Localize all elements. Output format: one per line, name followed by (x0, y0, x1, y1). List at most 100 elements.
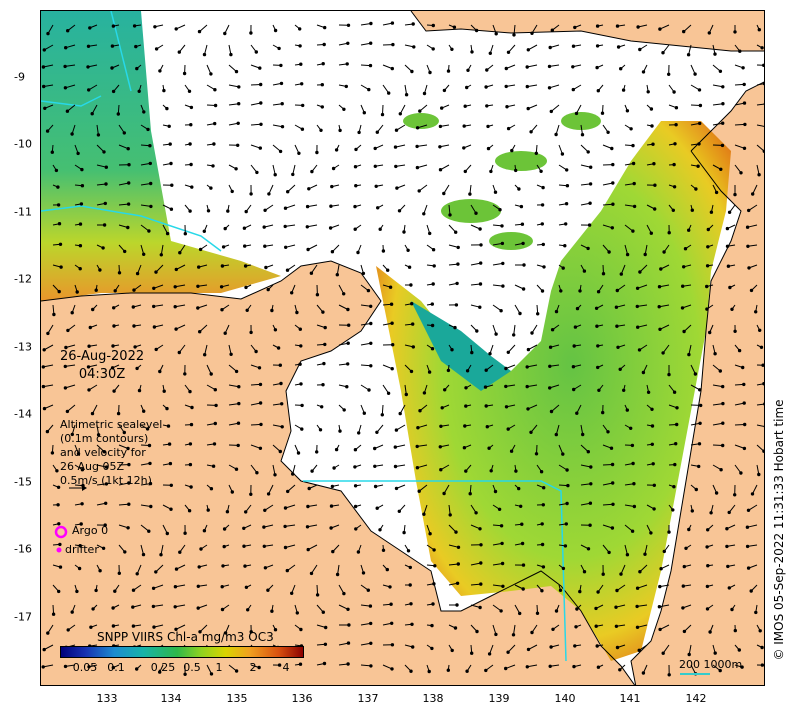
velocity-arrow-head (394, 428, 399, 432)
x-tick-label: 137 (357, 692, 379, 705)
velocity-arrow-head (641, 70, 646, 74)
velocity-arrow-head (202, 229, 207, 234)
velocity-arrow-head (560, 152, 565, 156)
velocity-arrow-head (672, 162, 676, 167)
velocity-arrow-head (397, 209, 402, 213)
velocity-arrow-head (465, 85, 469, 90)
velocity-arrow-head (493, 489, 498, 494)
velocity-arrow-head (456, 545, 461, 549)
legend-line: and velocity for (60, 446, 146, 459)
velocity-arrow-head (142, 409, 146, 413)
velocity-arrow-head (616, 345, 620, 349)
velocity-arrow-head (693, 72, 697, 76)
velocity-arrow-head (318, 428, 323, 432)
velocity-arrow-head (223, 631, 228, 635)
velocity-arrow-head (657, 305, 661, 309)
velocity-arrow-head (389, 302, 394, 306)
velocity-arrow-head (279, 81, 284, 86)
velocity-arrow-head (266, 588, 270, 592)
velocity-arrow-head (727, 510, 731, 515)
velocity-arrow-head (489, 169, 493, 174)
velocity-arrow-head (667, 673, 671, 677)
velocity-arrow-head (299, 62, 303, 66)
velocity-arrow-head (649, 107, 654, 111)
velocity-arrow-head (167, 124, 171, 129)
date-time-label: 26-Aug-2022 04:30Z (60, 348, 144, 384)
velocity-arrow-head (456, 562, 460, 566)
velocity-arrow-head (730, 607, 734, 612)
velocity-arrow-head (335, 572, 340, 577)
velocity-arrow-head (90, 112, 94, 116)
velocity-arrow-head (169, 483, 174, 487)
velocity-arrow-head (79, 522, 83, 526)
velocity-arrow-head (411, 345, 415, 349)
velocity-arrow-head (658, 27, 662, 31)
velocity-arrow-head (111, 89, 116, 94)
velocity-arrow-head (650, 424, 655, 428)
velocity-arrow-head (596, 590, 600, 594)
velocity-arrow-head (517, 187, 521, 191)
velocity-arrow-head (126, 526, 130, 530)
velocity-arrow-head (202, 529, 207, 533)
velocity-arrow-head (78, 267, 82, 271)
velocity-arrow-head (705, 264, 710, 268)
velocity-arrow-head (223, 31, 227, 36)
velocity-arrow-head (178, 550, 182, 554)
velocity-arrow-head (630, 443, 635, 448)
land-top-end (41, 261, 635, 685)
velocity-arrow-head (173, 305, 177, 309)
velocity-arrow-head (346, 23, 351, 28)
velocity-arrow-head (430, 623, 434, 628)
velocity-arrow-head (126, 147, 130, 151)
velocity-arrow-head (46, 631, 50, 635)
velocity-arrow-head (486, 146, 491, 151)
velocity-arrow-head (306, 547, 310, 552)
velocity-arrow-head (254, 50, 259, 54)
velocity-arrow-head (353, 504, 358, 509)
velocity-arrow-head (63, 86, 68, 90)
velocity-arrow-head (519, 204, 524, 209)
velocity-arrow (756, 124, 764, 127)
velocity-arrow-head (353, 165, 358, 169)
velocity-arrow-head (721, 443, 725, 448)
velocity-arrow-head (431, 23, 435, 28)
chl-northwest (41, 11, 281, 301)
velocity-arrow-head (137, 89, 141, 94)
velocity-arrow-head (111, 24, 116, 28)
velocity-arrow-head (571, 365, 576, 369)
velocity-arrow-head (63, 64, 67, 69)
velocity-arrow-head (309, 571, 314, 576)
velocity-arrow-head (662, 250, 666, 254)
velocity-arrow-head (454, 530, 458, 534)
velocity-arrow-head (667, 372, 671, 377)
velocity-arrow-head (188, 389, 192, 394)
velocity-arrow-head (263, 244, 267, 248)
velocity-arrow-head (725, 544, 729, 549)
velocity-arrow-head (267, 192, 271, 196)
velocity-arrow-head (511, 633, 516, 637)
x-tick-label: 138 (422, 692, 444, 705)
velocity-arrow-head (369, 341, 373, 345)
velocity-arrow-head (713, 52, 717, 56)
velocity-arrow-head (520, 541, 525, 546)
velocity-arrow (756, 103, 764, 106)
velocity-arrow-head (57, 522, 61, 526)
velocity-arrow-head (504, 84, 508, 89)
velocity-arrow-head (742, 401, 746, 405)
velocity-arrow-head (183, 531, 187, 535)
velocity-arrow-head (411, 322, 415, 326)
velocity-arrow-head (526, 48, 530, 52)
velocity-arrow-head (169, 507, 173, 511)
x-tick-label: 134 (160, 692, 182, 705)
y-tick-label: -17 (14, 610, 32, 624)
velocity-arrow-head (393, 464, 398, 469)
velocity-arrow-head (415, 144, 419, 149)
velocity-arrow-head (306, 247, 310, 252)
velocity-arrow-head (548, 364, 552, 368)
velocity-arrow-head (499, 309, 503, 313)
x-tick-label: 140 (554, 692, 576, 705)
velocity-arrow-head (154, 347, 158, 352)
velocity-arrow-head (112, 389, 116, 393)
velocity-arrow-head (397, 509, 401, 513)
velocity-arrow-head (189, 162, 193, 167)
